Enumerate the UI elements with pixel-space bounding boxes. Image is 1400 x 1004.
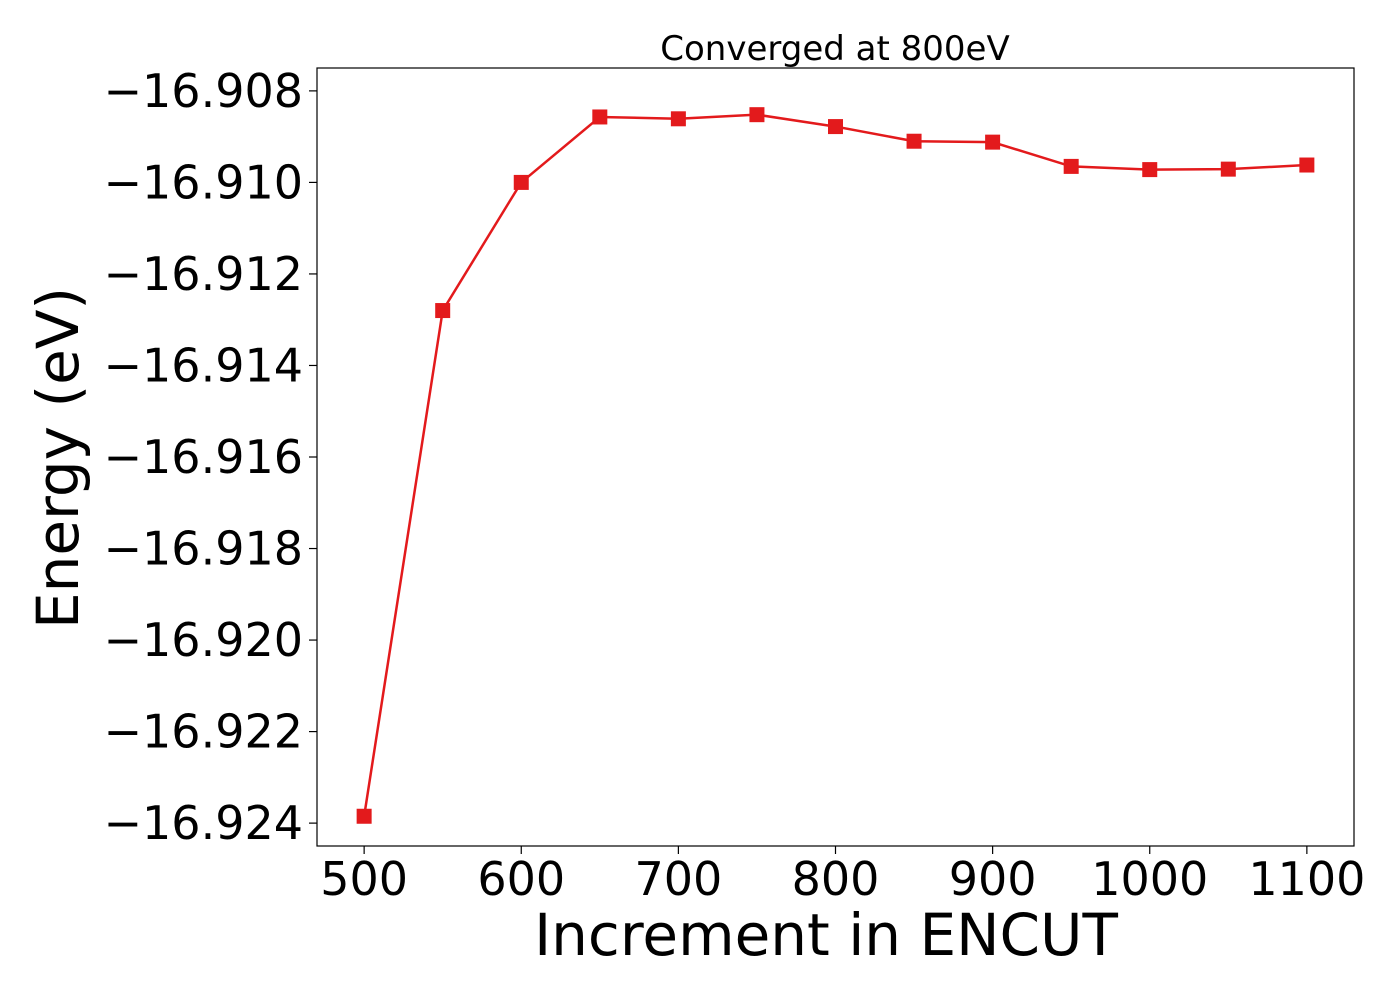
y-tick-label: −16.918 — [104, 522, 304, 576]
data-point — [1220, 161, 1236, 177]
y-tick-label: −16.916 — [104, 430, 304, 484]
data-point — [356, 808, 372, 824]
x-tick-label: 900 — [949, 852, 1037, 906]
data-point — [828, 119, 843, 135]
data-point — [1063, 158, 1079, 174]
y-tick-label: −16.910 — [104, 155, 304, 209]
data-point — [906, 133, 922, 149]
data-point — [513, 174, 529, 190]
series-layer — [356, 107, 1315, 824]
y-axis-label: Energy (eV) — [24, 287, 92, 629]
data-point — [1142, 162, 1158, 178]
x-tick-label: 600 — [477, 852, 565, 906]
chart-title: Converged at 800eV — [660, 29, 1009, 69]
data-point — [1299, 157, 1315, 173]
y-tick-label: −16.924 — [104, 796, 304, 850]
x-tick-label: 1000 — [1091, 852, 1208, 906]
y-tick-label: −16.914 — [104, 338, 304, 392]
x-tick-label: 700 — [634, 852, 722, 906]
data-point — [435, 303, 451, 319]
plot-area — [316, 67, 1355, 847]
y-tick-label: −16.908 — [104, 64, 304, 118]
x-tick-label: 800 — [792, 852, 880, 906]
y-tick-label: −16.912 — [104, 247, 304, 301]
x-tick-label: 500 — [320, 852, 408, 906]
plot-frame — [316, 67, 1355, 847]
y-tick-label: −16.922 — [104, 705, 304, 759]
data-point — [592, 109, 608, 125]
data-point — [749, 107, 765, 123]
x-axis: 500 600 700 800 900 1000 1100 — [320, 846, 1365, 906]
series-line — [362, 113, 1307, 817]
x-tick-label: 1100 — [1248, 852, 1365, 906]
y-tick-label: −16.920 — [104, 613, 304, 667]
x-axis-label: Increment in ENCUT — [534, 901, 1118, 969]
data-point — [670, 111, 686, 127]
y-axis: −16.908 −16.910 −16.912 −16.914 −16.916 −16.9… — [104, 64, 317, 850]
data-point — [985, 134, 1001, 150]
